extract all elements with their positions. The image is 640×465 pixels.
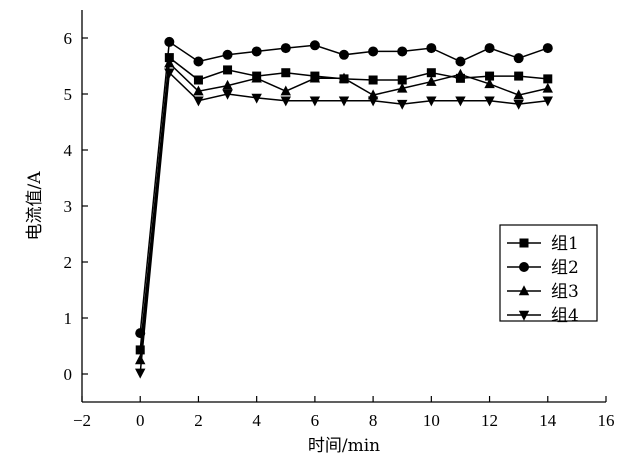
data-point [368, 46, 379, 57]
data-point [193, 56, 204, 67]
legend-marker [518, 285, 530, 296]
data-point [455, 56, 466, 67]
data-point [542, 82, 553, 93]
data-point [164, 68, 175, 79]
data-point [222, 79, 233, 90]
data-point [426, 68, 436, 78]
data-point [484, 78, 495, 89]
legend-label: 组1 [551, 234, 579, 254]
y-tick-label: 4 [64, 141, 73, 160]
data-point [193, 96, 204, 107]
data-point [397, 75, 407, 85]
data-point [251, 72, 262, 83]
series-4 [135, 68, 553, 379]
legend-label: 组2 [551, 258, 579, 278]
y-ticks: 0 1 2 3 4 5 6 [64, 29, 88, 384]
data-point [280, 85, 291, 96]
data-point [367, 96, 379, 107]
data-point [309, 72, 321, 83]
legend-label: 组4 [551, 306, 579, 326]
data-point [338, 96, 350, 107]
legend: 组1 组2 组3 组4 [499, 224, 598, 326]
data-point [543, 74, 553, 84]
data-point [426, 75, 437, 86]
x-ticks: −2 0 2 4 6 8 10 12 14 16 [73, 396, 615, 430]
data-point [485, 71, 495, 81]
data-point [484, 96, 495, 107]
data-point [397, 82, 408, 93]
data-point [281, 68, 291, 78]
data-point [513, 89, 524, 100]
data-point [309, 40, 320, 51]
series-line [139, 71, 548, 373]
y-tick-label: 3 [64, 197, 73, 216]
data-point [222, 89, 233, 100]
data-point [426, 96, 437, 107]
data-point [339, 49, 349, 60]
y-tick-label: 0 [64, 365, 73, 384]
data-point [309, 96, 321, 107]
data-point [368, 75, 378, 85]
series-2 [135, 36, 553, 339]
data-point [455, 96, 466, 107]
x-tick-label: 6 [311, 411, 320, 430]
x-tick-label: 12 [481, 411, 498, 430]
data-point [251, 93, 262, 104]
data-point [251, 46, 262, 57]
data-point [397, 46, 408, 57]
x-axis-title: 时间/min [308, 436, 380, 456]
y-tick-label: 2 [64, 253, 73, 272]
x-tick-label: 10 [423, 411, 440, 430]
data-point [164, 57, 175, 68]
data-point [455, 68, 466, 79]
data-point [514, 71, 524, 81]
legend-items: 组1 组2 组3 组4 [507, 234, 579, 326]
legend-marker [519, 262, 529, 272]
data-point [542, 43, 553, 54]
data-point [484, 43, 495, 54]
x-tick-label: 16 [598, 411, 615, 430]
data-point [397, 99, 408, 110]
data-point [135, 345, 145, 355]
legend-item: 组1 [507, 234, 579, 254]
data-point [280, 43, 291, 54]
data-point [164, 36, 175, 47]
data-point [513, 99, 524, 110]
y-tick-label: 5 [64, 85, 73, 104]
x-tick-label: −2 [73, 411, 91, 430]
data-point [513, 53, 524, 64]
legend-item: 组2 [507, 258, 579, 278]
x-tick-label: 0 [136, 411, 145, 430]
legend-label: 组3 [551, 282, 579, 302]
data-point [223, 65, 233, 75]
series-group [135, 36, 553, 379]
x-tick-label: 8 [369, 411, 378, 430]
x-tick-label: 2 [194, 411, 203, 430]
data-point [193, 85, 204, 96]
data-point [426, 43, 437, 54]
series-line [139, 61, 548, 361]
data-point [280, 96, 291, 107]
y-tick-label: 1 [64, 309, 73, 328]
data-point [338, 72, 350, 83]
x-tick-label: 14 [539, 411, 557, 430]
data-point [222, 49, 233, 60]
legend-marker [519, 238, 529, 248]
legend-item: 组3 [507, 282, 579, 302]
data-point [193, 75, 203, 85]
data-point [135, 368, 146, 379]
y-tick-label: 6 [64, 29, 73, 48]
data-point [135, 354, 146, 365]
x-tick-label: 4 [252, 411, 261, 430]
legend-item: 组4 [507, 306, 579, 326]
data-point [542, 96, 553, 107]
legend-box [499, 224, 598, 322]
legend-marker [518, 310, 530, 321]
y-axis-title: 电流值/A [25, 171, 45, 241]
